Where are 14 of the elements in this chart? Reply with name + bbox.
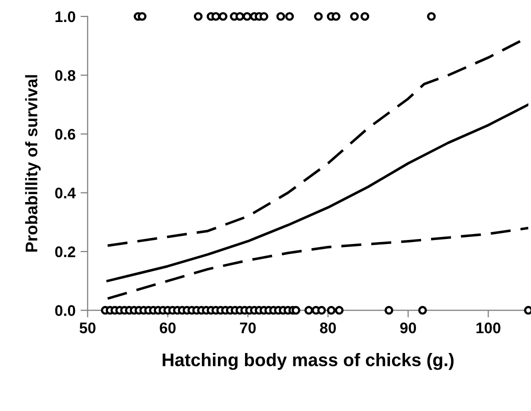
x-tick-label: 60 — [160, 322, 176, 334]
y-tick-label: 0.6 — [55, 128, 76, 140]
x-tick-label: 70 — [240, 322, 256, 334]
x-axis-title: Hatching body mass of chicks (g.) — [162, 353, 454, 370]
y-tick-label: 0.0 — [55, 305, 76, 316]
y-tick-label: 1.0 — [56, 11, 76, 22]
y-tick-label: 0.8 — [55, 70, 76, 81]
x-tick-label: 100 — [476, 322, 500, 334]
y-tick-label: 0.2 — [55, 246, 76, 258]
y-tick-label: 0.4 — [55, 188, 76, 198]
x-tick-label: 90 — [400, 322, 416, 334]
x-tick-label: 50 — [80, 322, 96, 334]
x-tick-label: 80 — [320, 322, 336, 334]
y-axis-title: Probabillity of survival — [25, 75, 41, 252]
